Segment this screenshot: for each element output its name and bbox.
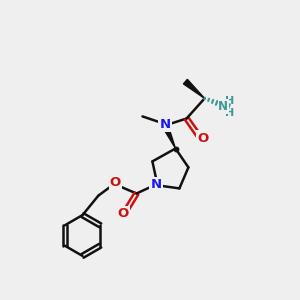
Text: O: O <box>197 131 209 145</box>
Text: N: N <box>150 178 162 191</box>
Polygon shape <box>162 124 176 148</box>
Text: O: O <box>110 176 121 190</box>
Text: H: H <box>226 108 235 118</box>
Text: H: H <box>226 96 235 106</box>
Text: N: N <box>218 100 228 113</box>
Text: N: N <box>159 118 171 131</box>
Text: O: O <box>117 207 129 220</box>
Polygon shape <box>183 79 205 98</box>
